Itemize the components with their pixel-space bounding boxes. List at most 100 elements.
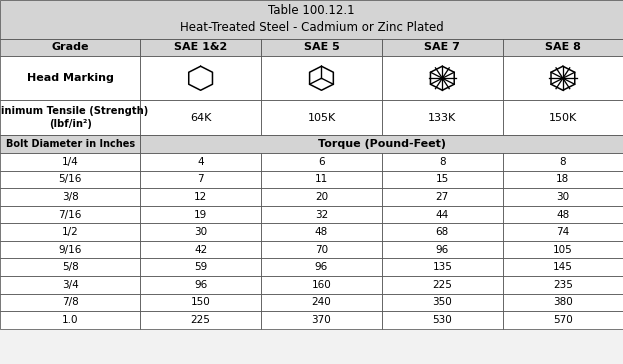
Bar [503,56,623,100]
Text: 235: 235 [553,280,573,290]
Bar [503,276,623,294]
Text: 30: 30 [194,227,207,237]
Bar [0,135,140,153]
Bar [503,39,623,56]
Text: 105K: 105K [307,113,336,123]
Bar [140,171,261,188]
Text: 18: 18 [556,174,569,184]
Text: 150: 150 [191,297,211,308]
Text: 6: 6 [318,157,325,167]
Text: 160: 160 [312,280,331,290]
Text: 8: 8 [439,157,445,167]
Text: 105: 105 [553,245,573,255]
Bar [382,294,503,311]
Text: 96: 96 [315,262,328,272]
Text: 370: 370 [312,315,331,325]
Text: 5/8: 5/8 [62,262,78,272]
Bar [261,206,382,223]
Text: 225: 225 [191,315,211,325]
Text: 20: 20 [315,192,328,202]
Bar [140,241,261,258]
Text: 48: 48 [315,227,328,237]
Bar [503,188,623,206]
Text: 135: 135 [432,262,452,272]
Bar [503,241,623,258]
Text: 1.0: 1.0 [62,315,78,325]
Text: 59: 59 [194,262,207,272]
Bar [382,39,503,56]
Bar [140,39,261,56]
Text: 96: 96 [435,245,449,255]
Text: Torque (Pound-Feet): Torque (Pound-Feet) [318,139,445,149]
Text: 32: 32 [315,210,328,219]
Text: Head Marking: Head Marking [27,73,113,83]
Text: 7/8: 7/8 [62,297,78,308]
Bar [0,100,140,135]
Bar [140,258,261,276]
Bar [261,258,382,276]
Bar [140,153,261,171]
Bar [382,100,503,135]
Text: 19: 19 [194,210,207,219]
Text: SAE 8: SAE 8 [545,43,581,52]
Bar [503,171,623,188]
Text: 7/16: 7/16 [59,210,82,219]
Bar [503,206,623,223]
Bar [261,171,382,188]
Text: 15: 15 [435,174,449,184]
Bar [503,311,623,329]
Bar [261,153,382,171]
Text: 68: 68 [435,227,449,237]
Text: 12: 12 [194,192,207,202]
Text: 570: 570 [553,315,573,325]
Bar [503,100,623,135]
Text: 3/4: 3/4 [62,280,78,290]
Bar [261,311,382,329]
Bar [261,241,382,258]
Bar [261,223,382,241]
Bar [261,56,382,100]
Bar [0,153,140,171]
Bar [0,56,140,100]
Bar [0,241,140,258]
Text: 3/8: 3/8 [62,192,78,202]
Bar [503,258,623,276]
Bar [140,206,261,223]
Text: 30: 30 [556,192,569,202]
Bar [140,56,261,100]
Bar [382,171,503,188]
Bar [382,206,503,223]
Text: Minimum Tensile (Strength)
(lbf/in²): Minimum Tensile (Strength) (lbf/in²) [0,106,149,130]
Text: 44: 44 [435,210,449,219]
Text: 350: 350 [432,297,452,308]
Text: SAE 1&2: SAE 1&2 [174,43,227,52]
Text: 9/16: 9/16 [59,245,82,255]
Bar [140,294,261,311]
Bar [140,276,261,294]
Text: 5/16: 5/16 [59,174,82,184]
Text: Table 100.12.1
Heat-Treated Steel - Cadmium or Zinc Plated: Table 100.12.1 Heat-Treated Steel - Cadm… [179,4,444,34]
Text: 74: 74 [556,227,569,237]
Bar [140,223,261,241]
Text: 150K: 150K [549,113,577,123]
Bar [0,171,140,188]
Bar [0,206,140,223]
Bar [140,311,261,329]
Bar [261,100,382,135]
Text: 240: 240 [312,297,331,308]
Text: 133K: 133K [428,113,457,123]
Text: SAE 5: SAE 5 [303,43,340,52]
Text: 225: 225 [432,280,452,290]
Text: SAE 7: SAE 7 [424,43,460,52]
Bar [261,276,382,294]
Bar [0,223,140,241]
Bar [382,276,503,294]
Text: 530: 530 [432,315,452,325]
Text: 7: 7 [197,174,204,184]
Text: Bolt Diameter in Inches: Bolt Diameter in Inches [6,139,135,149]
Bar [0,188,140,206]
Text: 70: 70 [315,245,328,255]
Text: 27: 27 [435,192,449,202]
Bar [382,258,503,276]
Text: 64K: 64K [190,113,211,123]
